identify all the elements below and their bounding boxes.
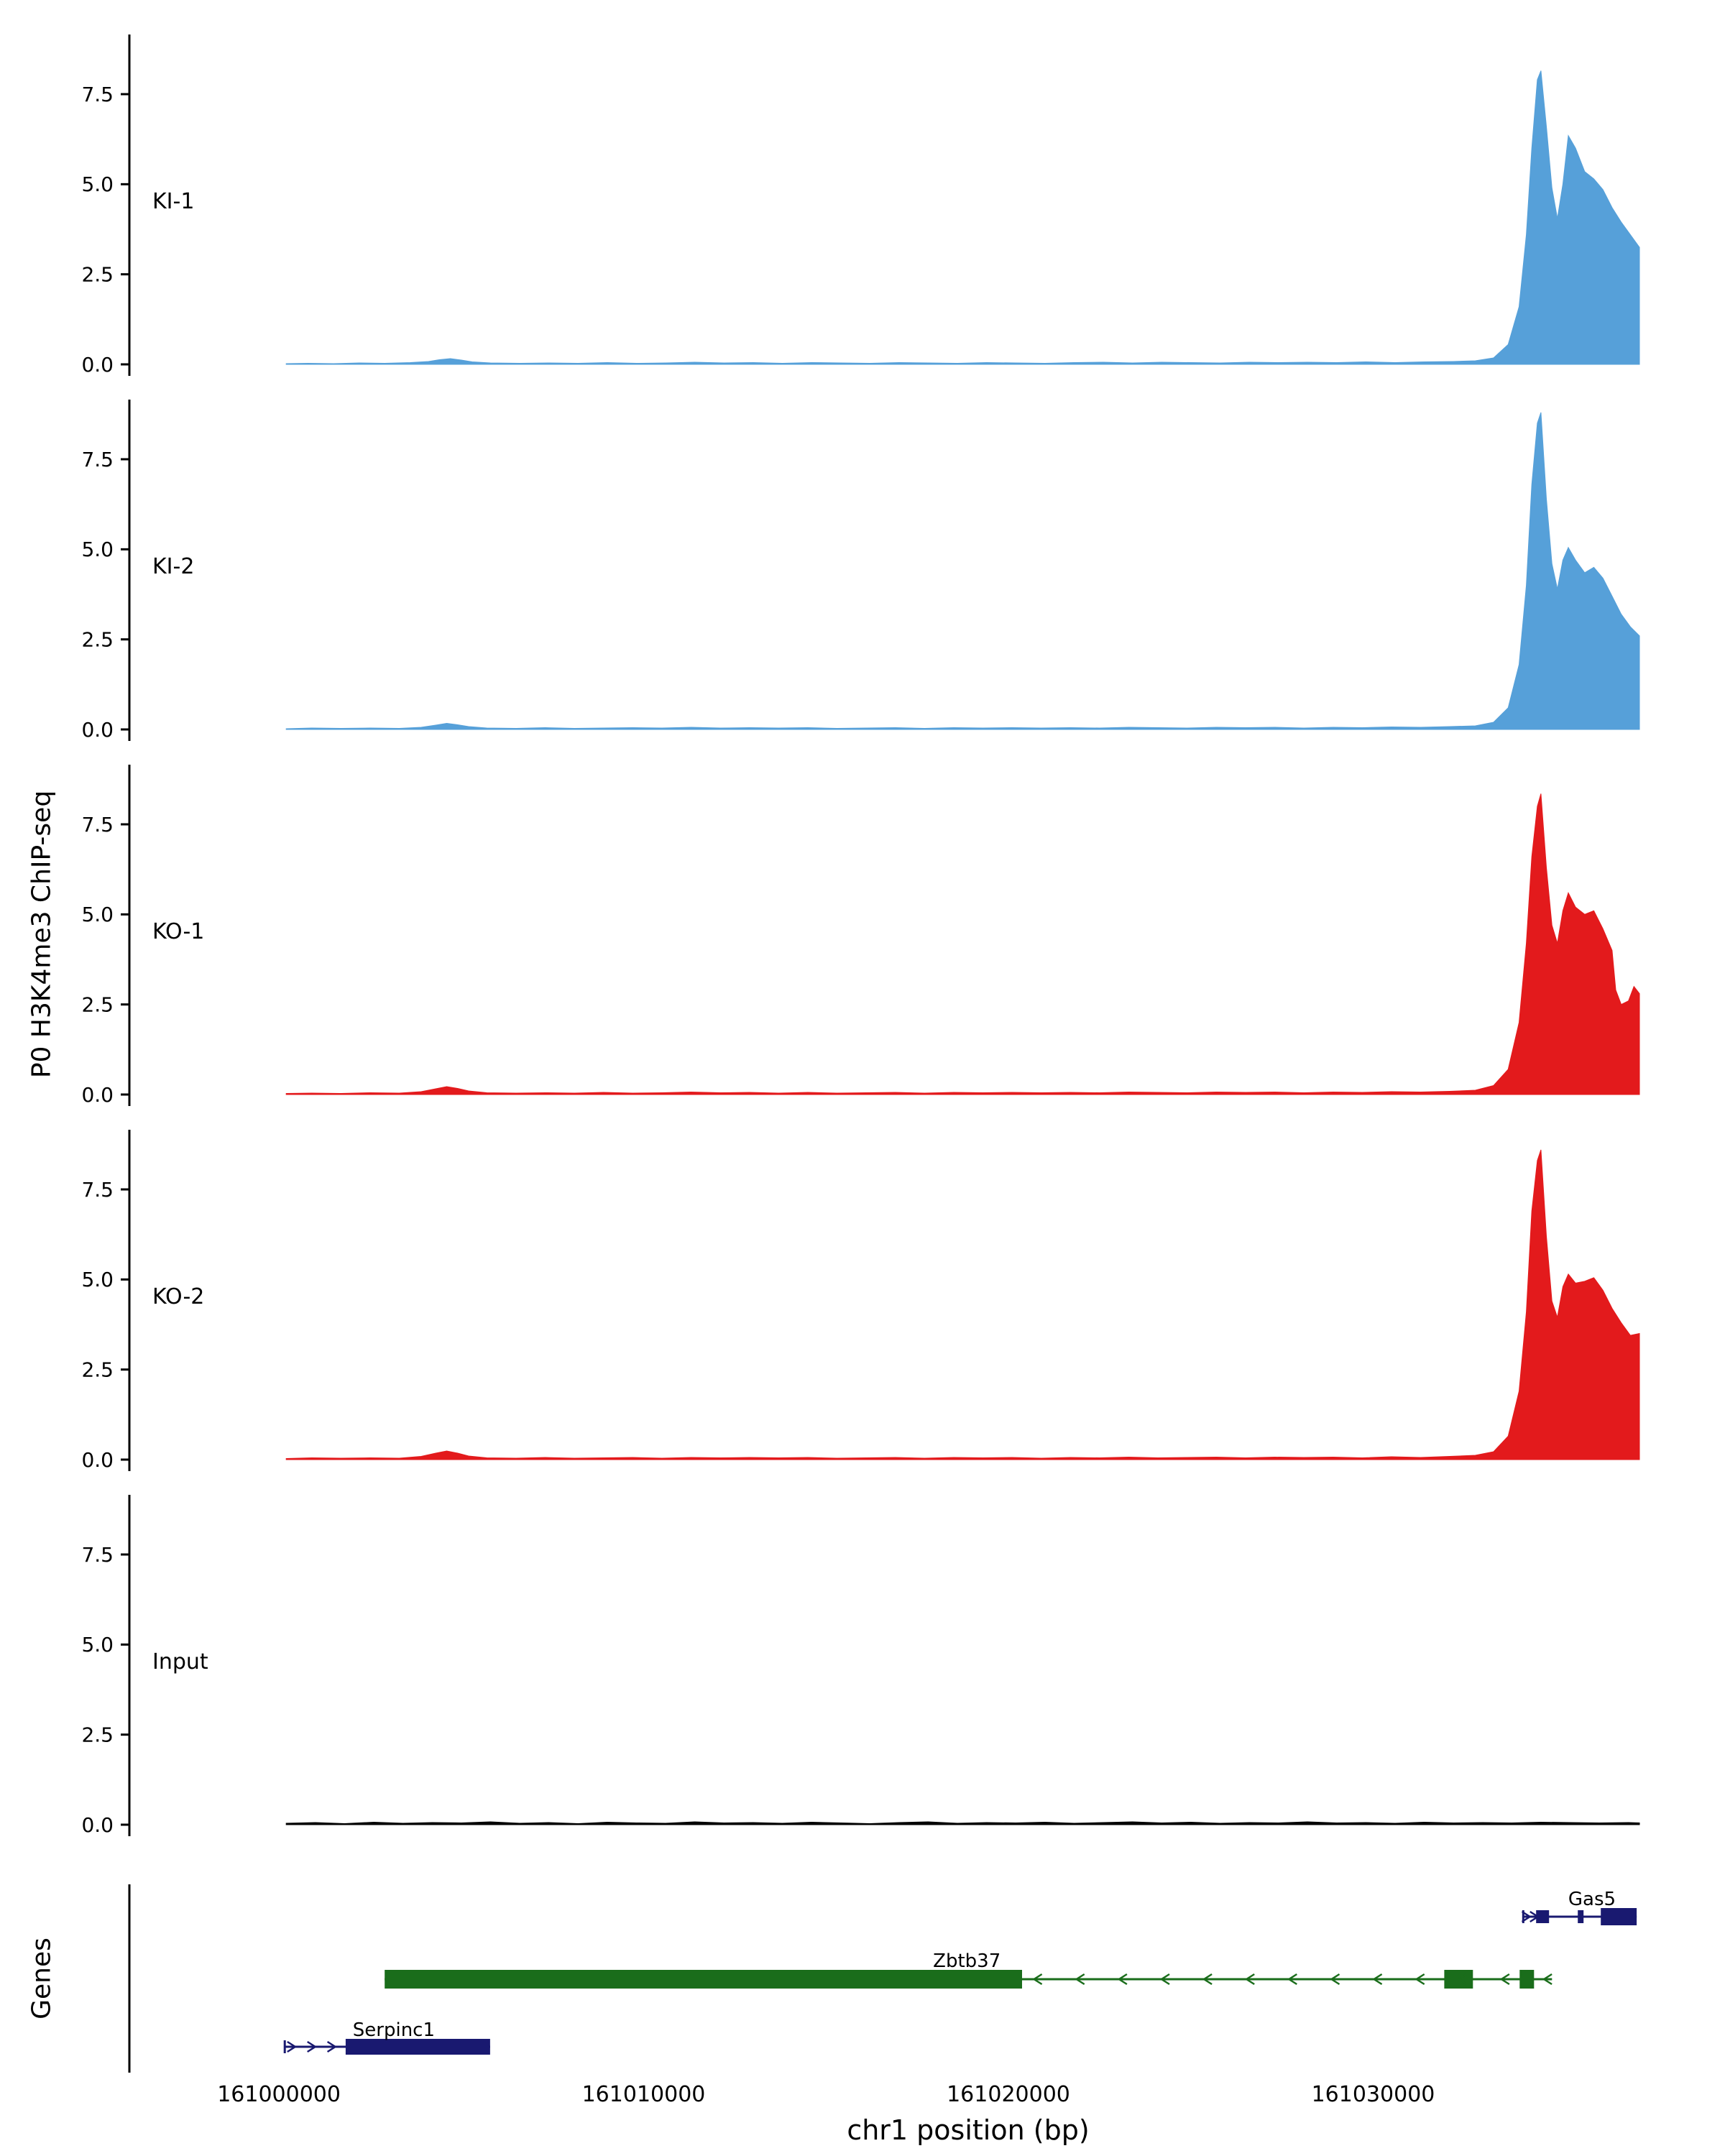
y-tick-label: 7.5 xyxy=(81,1178,114,1202)
gene-exon xyxy=(1578,1910,1584,1923)
y-tick-label: 0.0 xyxy=(81,1448,114,1471)
y-tick-label: 7.5 xyxy=(81,83,114,106)
y-tick-label: 2.5 xyxy=(81,992,114,1016)
x-axis: 161000000 161010000 161020000 161030000 xyxy=(217,2082,1435,2107)
x-tick-label: 161010000 xyxy=(582,2082,706,2107)
y-tick-label: 5.0 xyxy=(81,172,114,196)
strand-arrow-icon xyxy=(307,2040,318,2053)
signal-area-input xyxy=(285,1821,1640,1825)
strand-arrow-icon xyxy=(287,2040,298,2053)
strand-arrow-icon xyxy=(1032,1973,1043,1986)
y-tick-label: 2.5 xyxy=(81,1358,114,1381)
strand-arrow-icon xyxy=(1372,1973,1383,1986)
strand-arrow-icon xyxy=(326,2040,337,2053)
y-tick-label: 5.0 xyxy=(81,1268,114,1291)
signal-area-ko-2 xyxy=(285,1149,1640,1460)
gene-label-serpinc1: Serpinc1 xyxy=(353,2019,435,2041)
y-tick-label: 5.0 xyxy=(81,538,114,561)
y-tick-label: 7.5 xyxy=(81,1543,114,1567)
y-tick-label: 7.5 xyxy=(81,813,114,837)
strand-arrow-icon xyxy=(1542,1973,1552,1986)
y-tick-label: 5.0 xyxy=(81,903,114,926)
y-tick-label: 2.5 xyxy=(81,1723,114,1746)
track-label-ko-1: KO-1 xyxy=(152,919,204,944)
x-tick-label: 161000000 xyxy=(217,2082,341,2107)
y-tick-label: 5.0 xyxy=(81,1633,114,1657)
gene-gas5: Gas5 xyxy=(1521,1889,1637,1925)
track-panel-ko-1: 0.0 2.5 5.0 7.5 KO-1 xyxy=(81,765,1640,1106)
strand-arrow-icon xyxy=(1330,1973,1340,1986)
strand-arrow-icon xyxy=(1287,1973,1297,1986)
track-panel-ko-2: 0.0 2.5 5.0 7.5 KO-2 xyxy=(81,1130,1640,1471)
strand-arrow-icon xyxy=(1457,1973,1468,1986)
strand-arrow-icon xyxy=(1075,1973,1085,1986)
signal-area-ko-1 xyxy=(285,793,1640,1095)
genes-panel: Gas5 Zbtb37 Serpinc1 xyxy=(128,1884,1637,2073)
signal-area-ki-2 xyxy=(285,412,1640,730)
track-panel-ki-2: 0.0 2.5 5.0 7.5 KI-2 xyxy=(81,400,1640,741)
strand-arrow-icon xyxy=(1530,1910,1540,1923)
strand-arrow-icon xyxy=(1499,1973,1510,1986)
y-tick-label: 0.0 xyxy=(81,718,114,741)
track-label-input: Input xyxy=(152,1649,208,1674)
x-tick-label: 161020000 xyxy=(947,2082,1070,2107)
track-label-ko-2: KO-2 xyxy=(152,1284,204,1309)
y-tick-label: 0.0 xyxy=(81,353,114,376)
strand-arrow-icon xyxy=(1244,1973,1255,1986)
gene-exon xyxy=(1519,1970,1535,1989)
x-tick-label: 161030000 xyxy=(1312,2082,1435,2107)
y-tick-label: 0.0 xyxy=(81,1083,114,1106)
track-label-ki-2: KI-2 xyxy=(152,554,194,579)
signal-area-ki-1 xyxy=(285,70,1640,365)
strand-arrow-icon xyxy=(1202,1973,1213,1986)
gene-label-gas5: Gas5 xyxy=(1568,1889,1616,1910)
gene-exon xyxy=(1536,1910,1550,1923)
x-axis-label: chr1 position (bp) xyxy=(847,2114,1090,2146)
track-panel-ki-1: 0.0 2.5 5.0 7.5 KI-1 xyxy=(81,34,1640,376)
strand-arrow-icon xyxy=(1521,1910,1532,1923)
y-tick-label: 2.5 xyxy=(81,262,114,286)
strand-arrow-icon xyxy=(1159,1973,1170,1986)
track-label-ki-1: KI-1 xyxy=(152,189,194,214)
track-panel-input: 0.0 2.5 5.0 7.5 Input xyxy=(81,1495,1640,1836)
strand-arrow-icon xyxy=(1414,1973,1425,1986)
gene-exon xyxy=(385,1970,1022,1989)
gene-zbtb37: Zbtb37 xyxy=(385,1950,1552,1989)
gene-label-zbtb37: Zbtb37 xyxy=(933,1950,1000,1972)
gene-exon xyxy=(1601,1908,1637,1925)
y-tick-label: 2.5 xyxy=(81,627,114,651)
gene-exon xyxy=(345,2039,490,2055)
strand-arrow-icon xyxy=(1117,1973,1128,1986)
y-tick-label: 7.5 xyxy=(81,448,114,471)
y-tick-label: 0.0 xyxy=(81,1813,114,1836)
gene-serpinc1: Serpinc1 xyxy=(283,2019,490,2055)
